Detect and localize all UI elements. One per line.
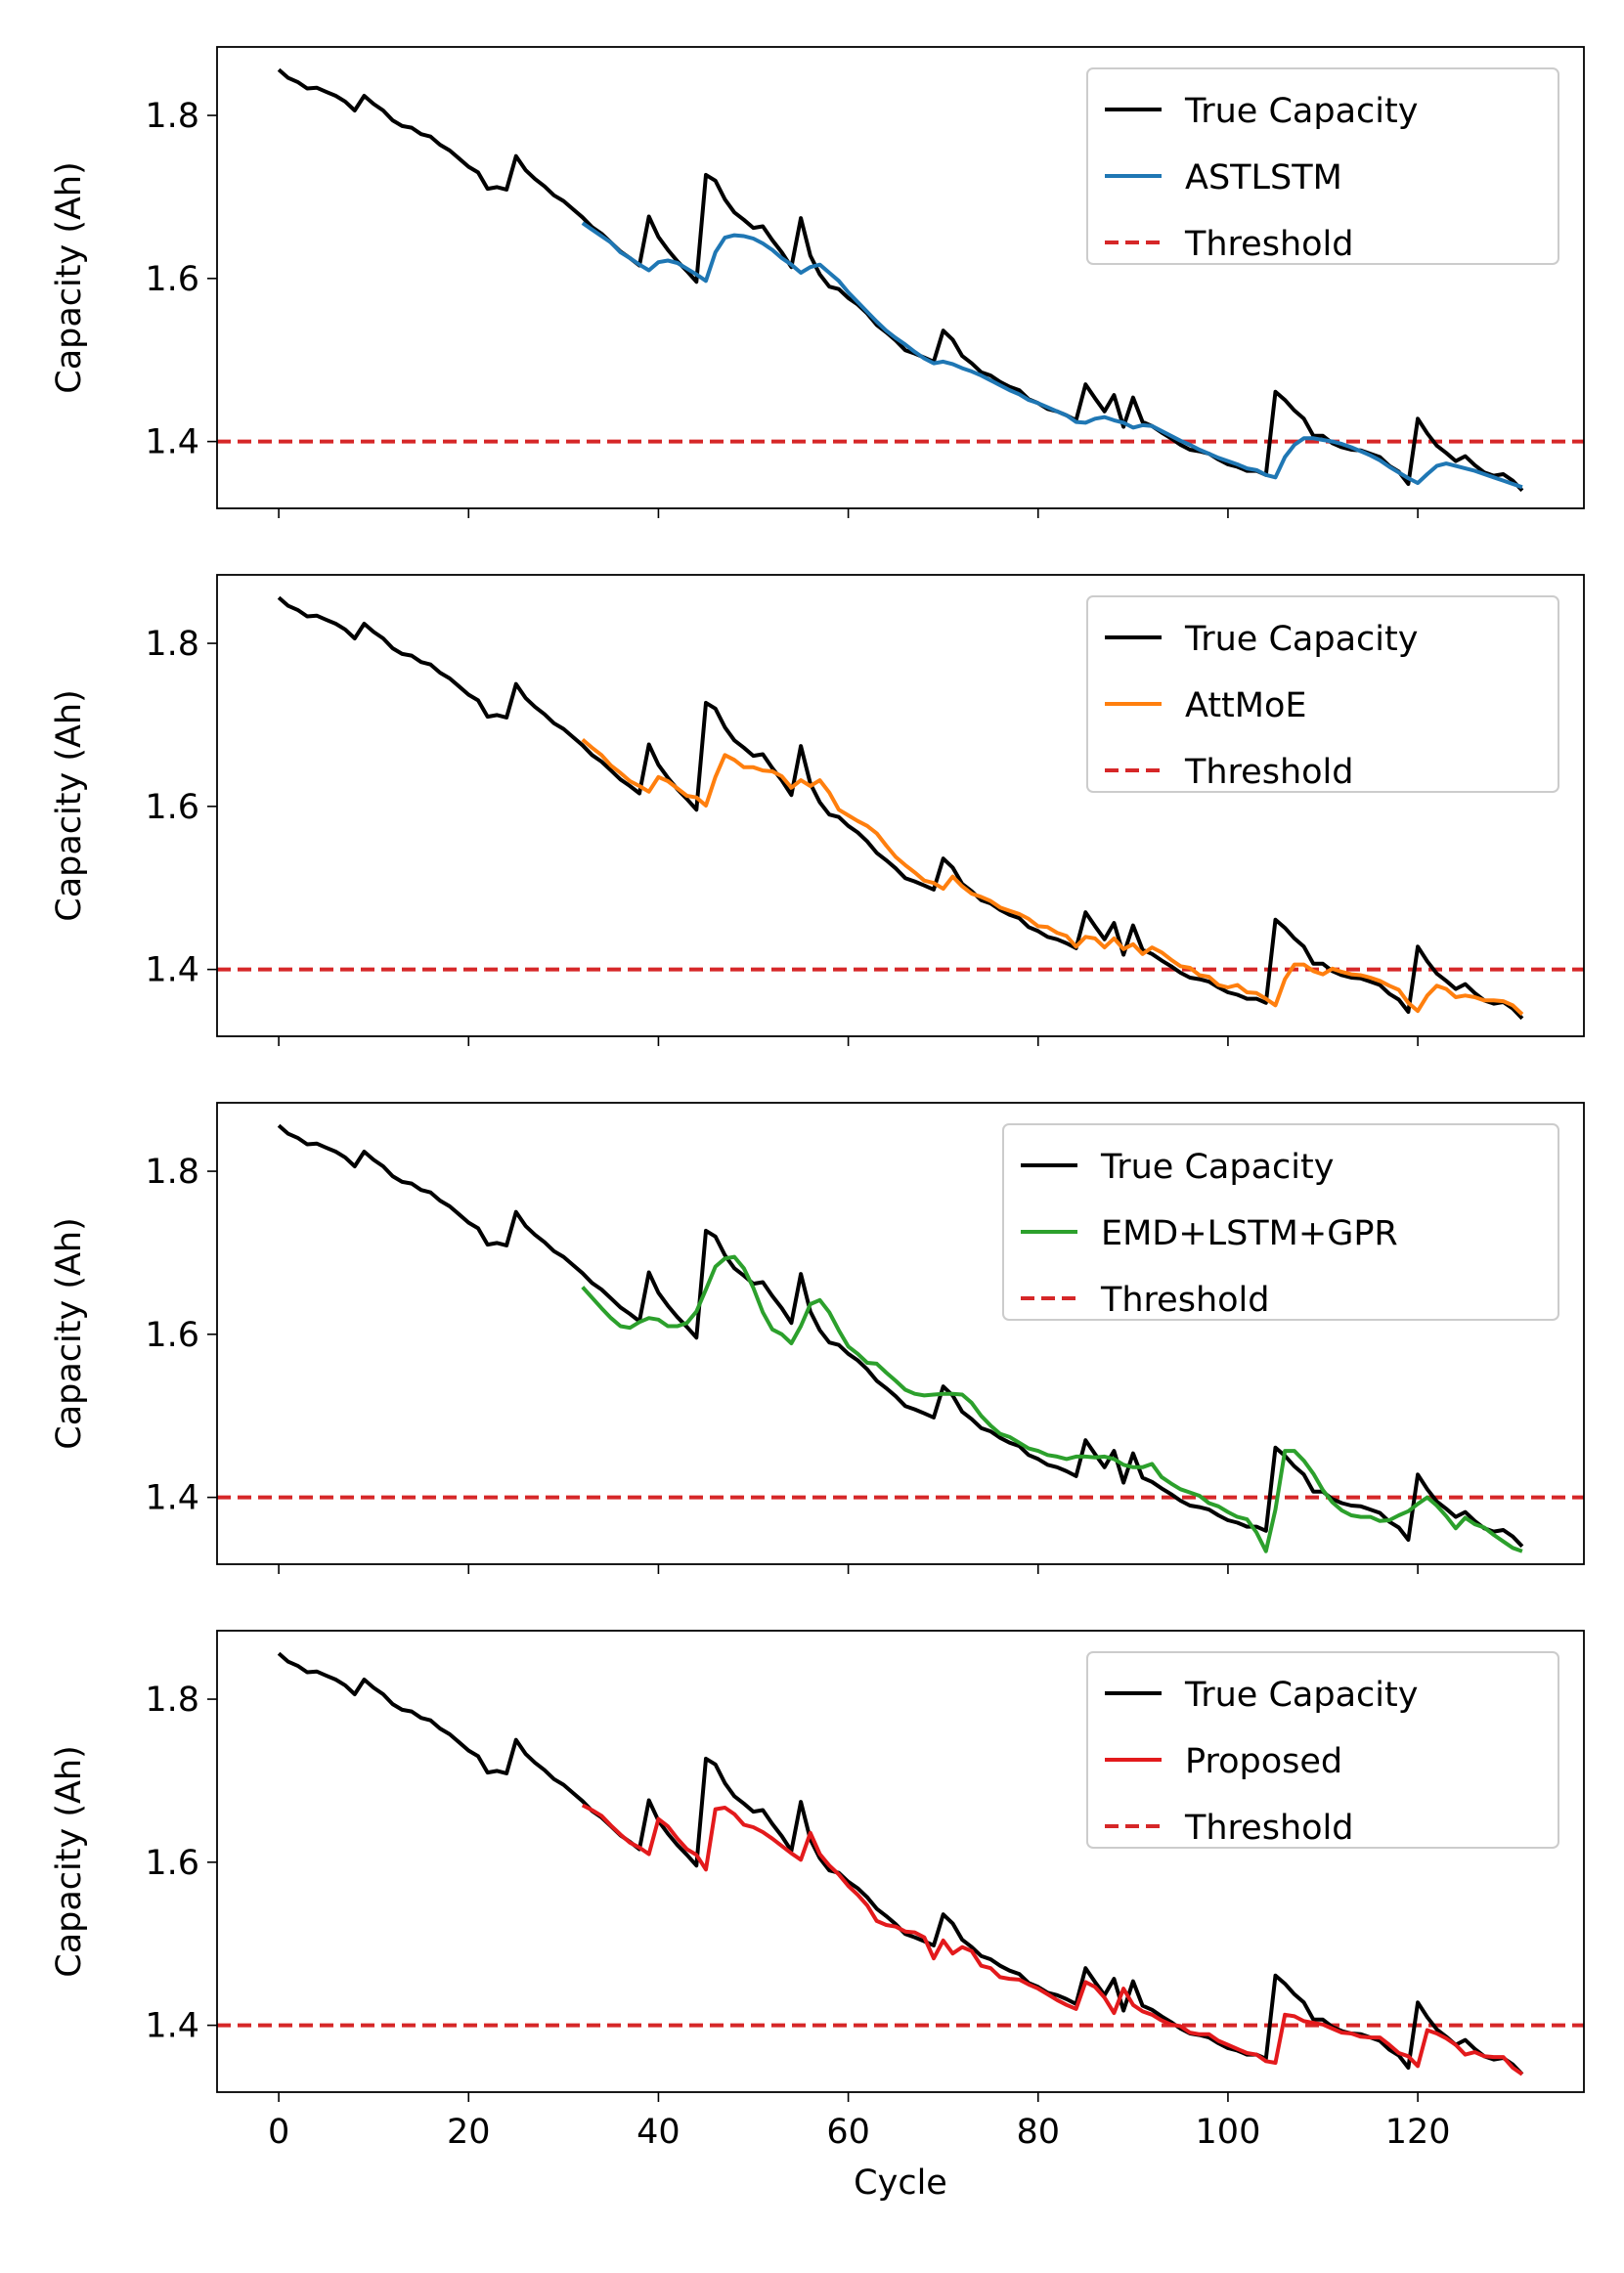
y-tick-label: 1.8 [145, 625, 199, 664]
plot-area [217, 1123, 1584, 1553]
legend-label: Threshold [1184, 1809, 1354, 1848]
legend-label: AttMoE [1185, 686, 1307, 725]
y-axis-label: Capacity (Ah) [50, 1745, 89, 1978]
legend-label: True Capacity [1184, 92, 1418, 131]
x-tick-label: 80 [1016, 2113, 1060, 2152]
y-tick-label: 1.4 [145, 951, 199, 990]
legend-box [1002, 1123, 1559, 1321]
subplot-2: 1.4 1.6 1.8 Capacity (Ah) True Capacity AttMo… [50, 574, 1585, 1046]
prediction-line [581, 1254, 1523, 1553]
legend-label: ASTLSTM [1185, 158, 1342, 197]
subplot-4: 1.4 1.6 1.8 Capacity (Ah) True Capacity Propo… [50, 1630, 1585, 2102]
axes-frame [216, 1630, 1585, 2093]
legend-label: True Capacity [1184, 620, 1418, 659]
legend-label: Proposed [1185, 1742, 1342, 1781]
y-tick-label: 1.6 [145, 260, 199, 299]
x-tick-label: 60 [826, 2113, 870, 2152]
y-tick-label: 1.8 [145, 1153, 199, 1192]
y-tick-label: 1.8 [145, 1681, 199, 1720]
true-capacity-line [277, 595, 1524, 1021]
legend-box [1086, 1651, 1559, 1849]
legend: True Capacity EMD+LSTM+GPR Threshold [1002, 1123, 1559, 1321]
plot-area [217, 595, 1584, 1021]
x-tick-label: 100 [1196, 2113, 1261, 2152]
legend: True Capacity Proposed Threshold [1086, 1651, 1559, 1849]
y-tick-label: 1.4 [145, 2007, 199, 2046]
x-tick-label: 20 [447, 2113, 491, 2152]
y-tick-label: 1.6 [145, 1844, 199, 1883]
subplot-1: 1.4 1.6 1.8 Capacity (Ah) True Capacity ASTLS… [50, 46, 1585, 518]
y-tick-label: 1.6 [145, 788, 199, 827]
true-capacity-line [277, 67, 1524, 493]
legend-label: Threshold [1184, 225, 1354, 264]
x-tick-label: 120 [1385, 2113, 1451, 2152]
y-tick-label: 1.6 [145, 1316, 199, 1355]
axes-frame [216, 46, 1585, 509]
true-capacity-line [277, 1123, 1524, 1549]
legend-box [1086, 67, 1559, 265]
legend: True Capacity AttMoE Threshold [1086, 595, 1559, 793]
legend-label: True Capacity [1184, 1676, 1418, 1715]
legend-label: Threshold [1184, 753, 1354, 792]
legend-label: True Capacity [1100, 1148, 1334, 1187]
x-tick-label: 40 [636, 2113, 680, 2152]
y-tick-label: 1.4 [145, 1479, 199, 1518]
y-axis-label: Capacity (Ah) [50, 1217, 89, 1450]
axes-frame [216, 574, 1585, 1037]
y-axis-label: Capacity (Ah) [50, 689, 89, 922]
prediction-line [581, 737, 1524, 1016]
x-tick-label: 0 [268, 2113, 289, 2152]
subplot-3: 1.4 1.6 1.8 Capacity (Ah) True Capacity EMD+L… [50, 1102, 1585, 1574]
prediction-line [581, 221, 1523, 490]
legend: True Capacity ASTLSTM Threshold [1086, 67, 1559, 265]
legend-label: Threshold [1100, 1281, 1270, 1320]
legend-box [1086, 595, 1559, 793]
y-tick-label: 1.4 [145, 423, 199, 462]
legend-label: EMD+LSTM+GPR [1101, 1214, 1398, 1253]
y-axis-label: Capacity (Ah) [50, 161, 89, 394]
plot-area [217, 1651, 1584, 2076]
x-axis-label: Cycle [854, 2164, 947, 2203]
y-tick-label: 1.8 [145, 97, 199, 136]
plot-area [217, 67, 1584, 493]
axes-frame [216, 1102, 1585, 1565]
prediction-line [581, 1803, 1524, 2076]
